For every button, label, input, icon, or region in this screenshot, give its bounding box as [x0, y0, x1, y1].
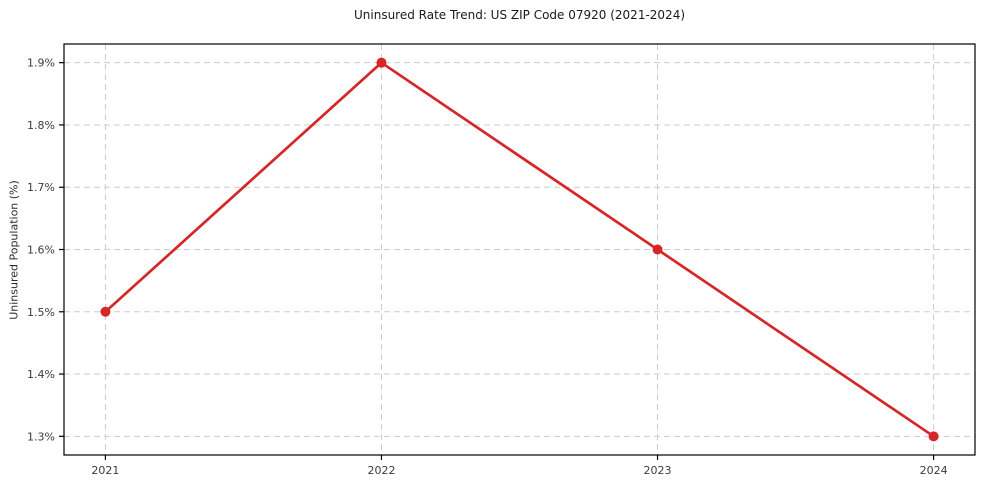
trend-line: [104, 61, 935, 438]
x-tick-label: 2024: [920, 464, 948, 477]
y-tick-label: 1.5%: [27, 306, 55, 319]
y-tick-label: 1.3%: [27, 430, 55, 443]
data-point-marker: [376, 57, 387, 68]
data-point-marker: [928, 431, 939, 442]
data-point-marker: [100, 306, 111, 317]
y-axis-title: Uninsured Population (%): [7, 180, 21, 320]
y-tick-label: 1.9%: [27, 57, 55, 70]
x-tick-label: 2023: [644, 464, 672, 477]
x-tick-label: 2022: [367, 464, 395, 477]
x-tick-label: 2021: [91, 464, 119, 477]
y-tick-label: 1.7%: [27, 181, 55, 194]
y-tick-label: 1.4%: [27, 368, 55, 381]
y-tick-label: 1.6%: [27, 244, 55, 257]
y-tick-label: 1.8%: [27, 119, 55, 132]
chart-title: Uninsured Rate Trend: US ZIP Code 07920 …: [353, 8, 686, 22]
data-point-marker: [652, 244, 663, 255]
